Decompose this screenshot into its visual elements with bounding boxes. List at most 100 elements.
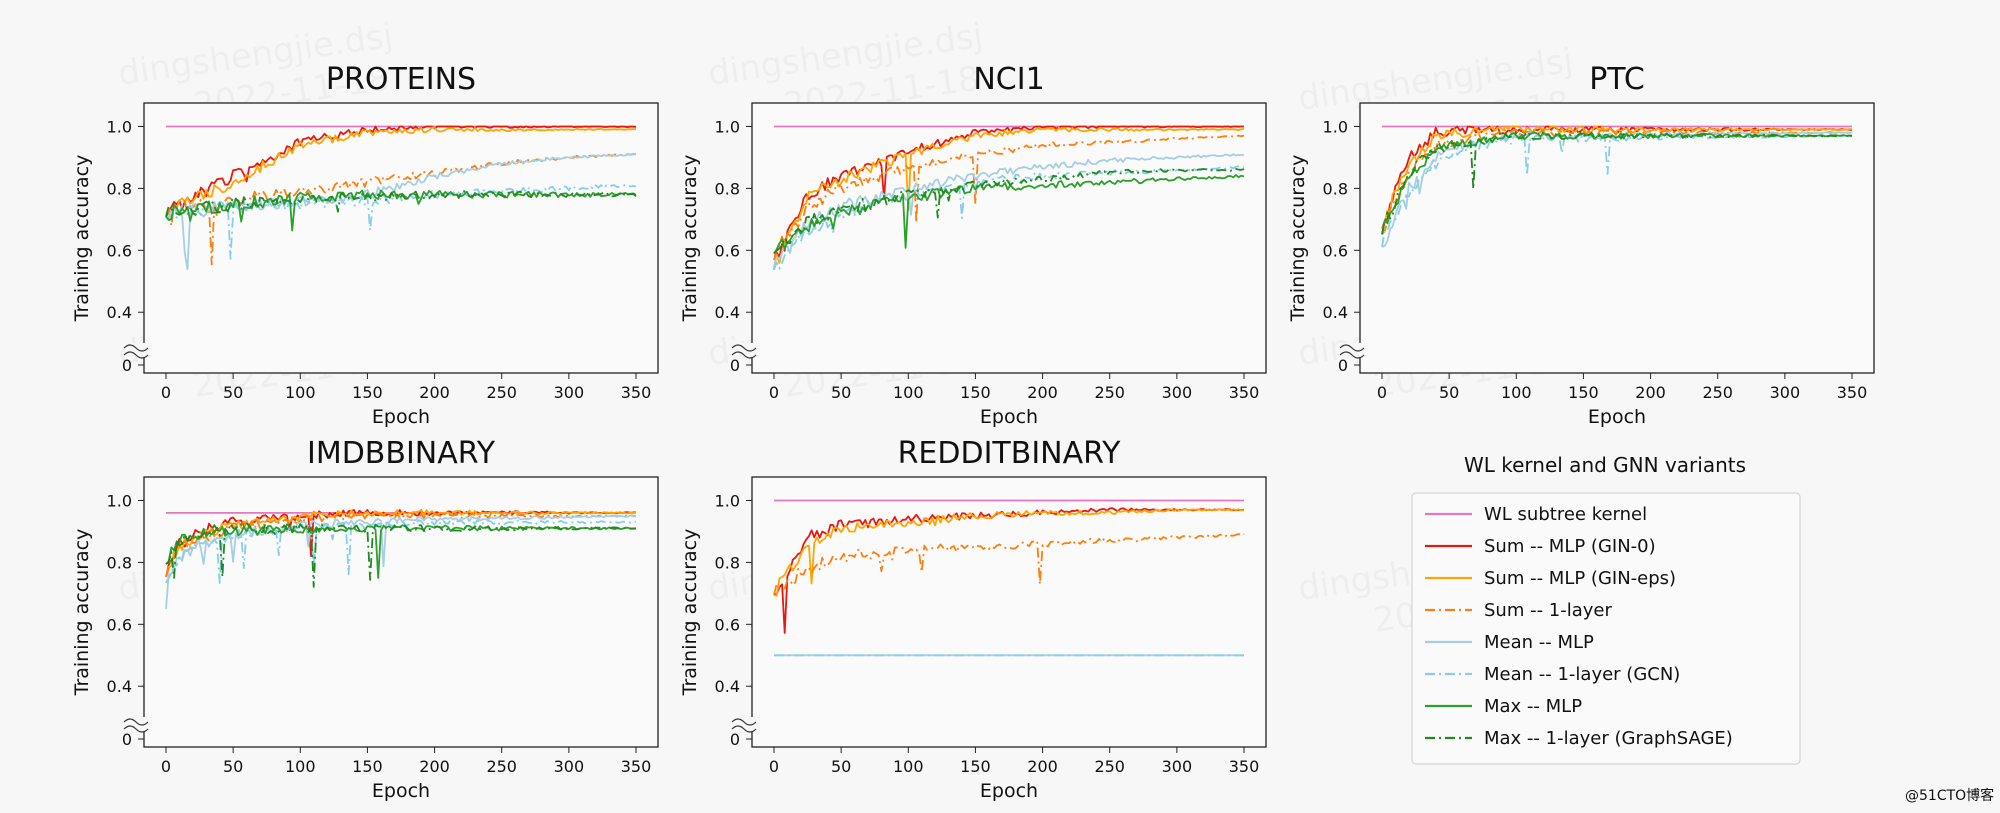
y-tick-label: 0.4 (107, 303, 132, 322)
y-tick-label: 0.4 (107, 677, 132, 696)
series-line (165, 184, 637, 260)
series-line (773, 153, 1245, 267)
axis-break-gap (122, 717, 152, 731)
x-tick-label: 250 (1094, 757, 1125, 776)
y-tick-label: 1.0 (107, 491, 132, 510)
axis-break-gap (122, 343, 152, 357)
axis-break-mark (1339, 351, 1365, 359)
x-tick-label: 300 (554, 757, 585, 776)
legend-label: Max -- 1-layer (GraphSAGE) (1484, 728, 1733, 749)
axis-break-gap (730, 717, 760, 731)
axis-break-mark (1339, 344, 1365, 352)
x-tick-label: 50 (831, 757, 851, 776)
legend-title: WL kernel and GNN variants (1464, 453, 1746, 477)
y-tick-label: 0.4 (715, 677, 740, 696)
y-tick-label: 1.0 (715, 117, 740, 136)
axis-break-mark (123, 344, 149, 352)
x-axis-label: Epoch (980, 780, 1038, 802)
chart-title: PROTEINS (326, 62, 476, 97)
series-line (1381, 125, 1853, 229)
series-line (773, 167, 1245, 255)
y-axis-label: Training accuracy (1287, 155, 1309, 323)
chart-panel: NCI1 Epoch Training accuracy 0 50 100 150 200 25… (679, 62, 1267, 428)
x-tick-label: 0 (161, 757, 171, 776)
y-tick-label: 0.8 (715, 179, 740, 198)
series-line (773, 174, 1245, 255)
axis-break-mark (123, 718, 149, 726)
axis-break-gap (730, 343, 760, 357)
series-line (165, 514, 637, 609)
x-tick-label: 100 (893, 383, 924, 402)
y-tick-label: 0 (1338, 356, 1348, 375)
x-axis-label: Epoch (372, 780, 430, 802)
x-tick-label: 350 (1229, 757, 1260, 776)
x-axis-label: Epoch (1588, 406, 1646, 428)
x-tick-label: 0 (1377, 383, 1387, 402)
y-tick-label: 0.8 (107, 179, 132, 198)
x-tick-label: 150 (960, 383, 991, 402)
chart-panel: PROTEINS Epoch Training accuracy 0 50 100 150 2… (71, 62, 659, 428)
series-line (165, 523, 637, 579)
y-tick-label: 0 (122, 356, 132, 375)
legend-label: Sum -- MLP (GIN-0) (1484, 536, 1656, 557)
x-tick-label: 50 (223, 757, 243, 776)
x-tick-label: 150 (960, 757, 991, 776)
y-tick-label: 0.8 (715, 553, 740, 572)
y-tick-label: 1.0 (1323, 117, 1348, 136)
x-tick-label: 200 (419, 757, 450, 776)
chart-panel: PTC Epoch Training accuracy 0 50 100 150 200 250… (1287, 62, 1875, 428)
series-line (773, 533, 1245, 596)
x-axis-label: Epoch (372, 406, 430, 428)
x-tick-label: 200 (1027, 383, 1058, 402)
legend-label: Sum -- MLP (GIN-eps) (1484, 568, 1676, 589)
series-line (773, 165, 1245, 270)
x-tick-label: 100 (893, 757, 924, 776)
plot-area (1359, 102, 1875, 374)
x-tick-label: 50 (1439, 383, 1459, 402)
x-axis-label: Epoch (980, 406, 1038, 428)
x-tick-label: 50 (223, 383, 243, 402)
x-tick-label: 350 (621, 383, 652, 402)
series-line (165, 522, 637, 588)
x-tick-label: 350 (1229, 383, 1260, 402)
plot-area (143, 102, 659, 374)
chart-title: PTC (1589, 62, 1645, 97)
y-axis-label: Training accuracy (679, 155, 701, 323)
chart-panel: REDDITBINARY Epoch Training accuracy 0 50 100… (679, 436, 1267, 802)
corner-watermark: @51CTO博客 (1905, 787, 1994, 804)
x-tick-label: 100 (285, 383, 316, 402)
legend-box (1411, 492, 1801, 765)
series-line (165, 126, 636, 215)
y-axis-label: Training accuracy (71, 529, 93, 697)
x-tick-label: 100 (1501, 383, 1532, 402)
chart-panels: PROTEINS Epoch Training accuracy 0 50 100 150 2… (71, 62, 1875, 802)
chart-title: NCI1 (973, 62, 1044, 97)
x-tick-label: 300 (554, 383, 585, 402)
legend: WL kernel and GNN variants WL subtree ker… (1411, 453, 1801, 765)
x-tick-label: 0 (161, 383, 171, 402)
series-line (165, 189, 637, 232)
series-line (773, 126, 1245, 270)
x-tick-label: 250 (1094, 383, 1125, 402)
axis-break-mark (731, 351, 757, 359)
x-tick-label: 250 (1702, 383, 1733, 402)
x-tick-label: 150 (1568, 383, 1599, 402)
x-tick-label: 250 (486, 757, 517, 776)
x-tick-label: 200 (1027, 757, 1058, 776)
x-tick-label: 200 (1635, 383, 1666, 402)
x-tick-label: 100 (285, 757, 316, 776)
y-tick-label: 1.0 (715, 491, 740, 510)
x-tick-label: 300 (1770, 383, 1801, 402)
axis-break-mark (123, 351, 149, 359)
y-tick-label: 0.4 (715, 303, 740, 322)
legend-label: Max -- MLP (1484, 696, 1582, 717)
legend-label: Mean -- MLP (1484, 632, 1594, 653)
series-line (773, 507, 1245, 634)
y-tick-label: 1.0 (107, 117, 132, 136)
series-line (1381, 134, 1853, 247)
x-tick-label: 50 (831, 383, 851, 402)
plot-area (751, 102, 1267, 374)
y-tick-label: 0.6 (715, 615, 740, 634)
series-line (773, 125, 1244, 270)
